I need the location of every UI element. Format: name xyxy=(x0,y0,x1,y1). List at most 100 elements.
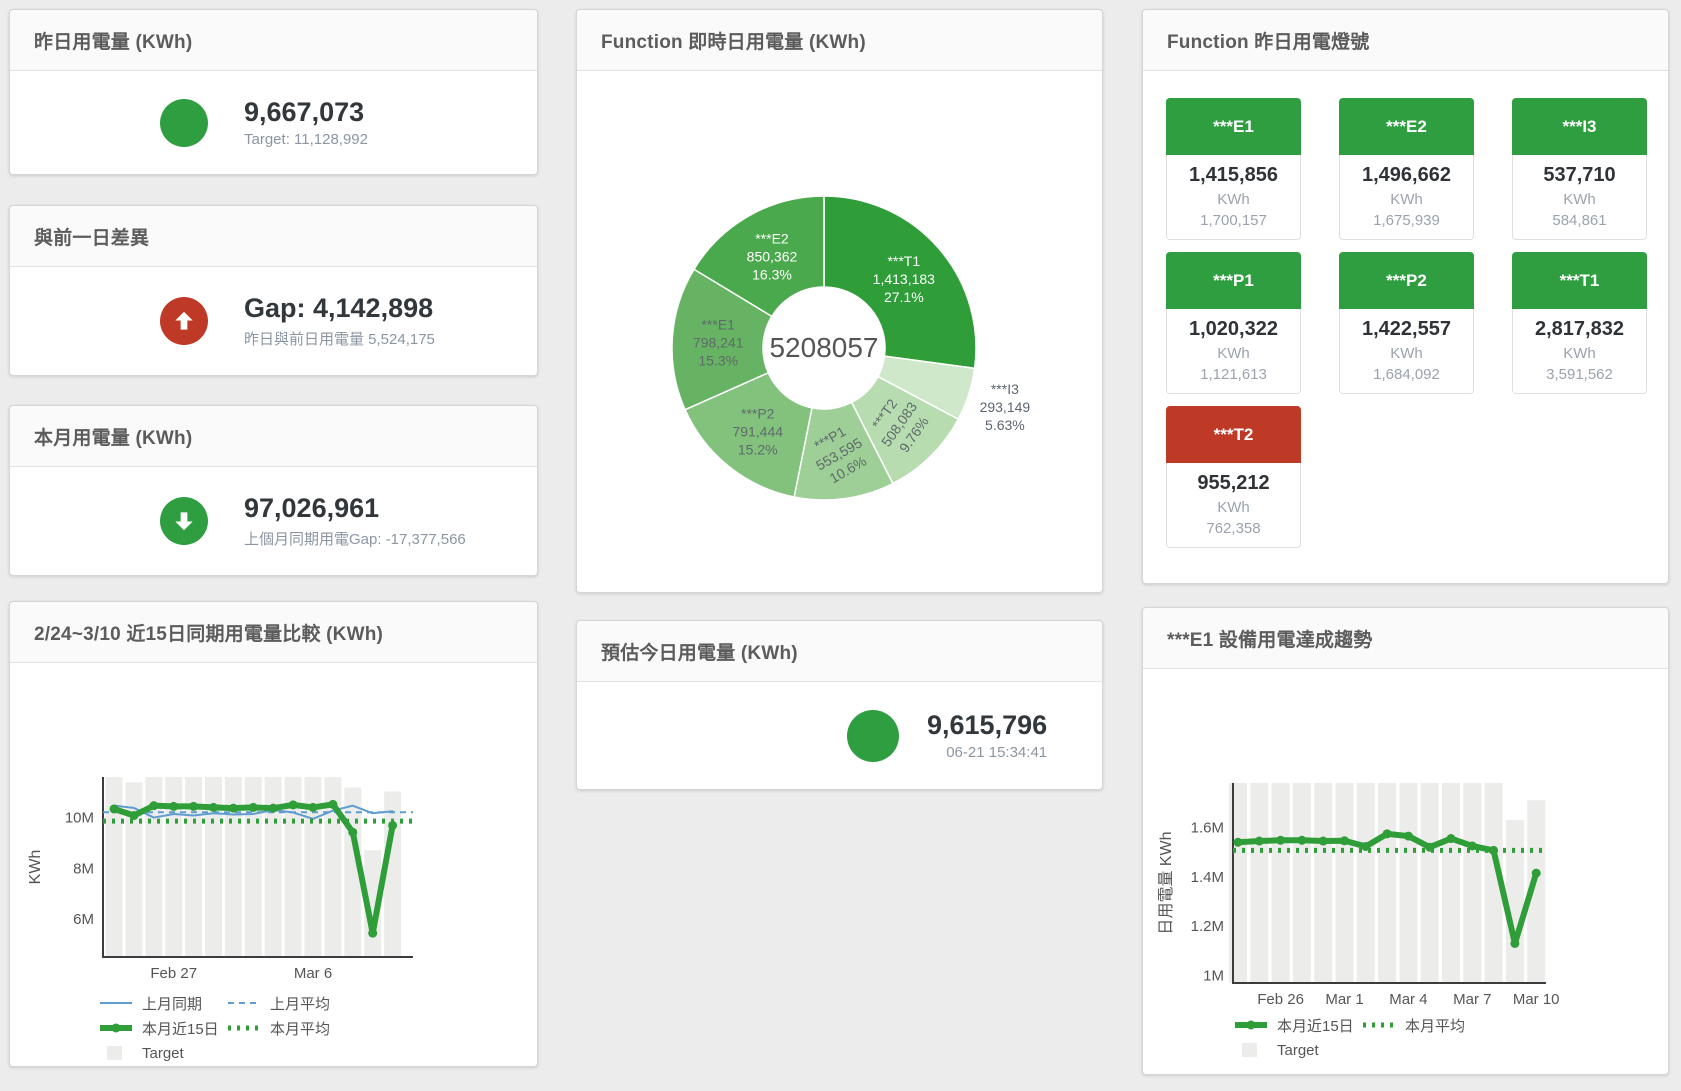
target-bar xyxy=(284,777,302,957)
legend-marker xyxy=(107,1046,122,1060)
data-point xyxy=(268,803,278,813)
light-tile-P2[interactable]: ***P2 1,422,557 KWh 1,684,092 xyxy=(1339,252,1474,394)
data-point xyxy=(1340,836,1349,846)
panel-header: 預估今日用電量 (KWh) xyxy=(577,621,1102,682)
x-tick-label: Feb 27 xyxy=(150,965,197,982)
target-bar xyxy=(1292,783,1311,983)
legend-label: 本月平均 xyxy=(1405,1017,1466,1035)
donut-slice-label: ***T2508,0839.76% xyxy=(863,388,935,459)
legend-item[interactable]: Target xyxy=(98,1042,226,1064)
legend-item[interactable]: 本月平均 xyxy=(226,1017,330,1039)
tile-target-value: 1,121,613 xyxy=(1200,366,1267,383)
status-circle-green xyxy=(160,98,208,147)
light-tile-P1[interactable]: ***P1 1,020,322 KWh 1,121,613 xyxy=(1166,252,1301,394)
light-tile-E1[interactable]: ***E1 1,415,856 KWh 1,700,157 xyxy=(1166,98,1301,240)
data-point xyxy=(368,928,378,938)
data-point xyxy=(308,802,318,812)
tile-label: ***T2 xyxy=(1166,406,1301,463)
x-tick-label: Feb 26 xyxy=(1257,991,1304,1008)
data-point xyxy=(228,803,238,813)
kpi-yesterday: 9,667,073 Target: 11,128,992 xyxy=(10,71,537,174)
tile-target-value: 1,675,939 xyxy=(1373,212,1440,229)
legend-label: 本月平均 xyxy=(270,1020,331,1038)
kpi-subtitle: Target: 11,128,992 xyxy=(244,131,368,149)
data-point xyxy=(109,804,119,814)
donut-slice-E2 xyxy=(692,195,825,318)
data-point xyxy=(1318,836,1328,846)
realtime-donut-chart: ***T1 1,413,183 27.1% ***I3 293,149 5.63% ***T… xyxy=(671,195,1030,501)
target-bar xyxy=(264,777,282,957)
panel-title: 本月用電量 (KWh) xyxy=(34,427,193,449)
data-point xyxy=(1297,835,1307,845)
kpi-value: Gap: 4,142,898 xyxy=(244,293,434,324)
panel-header: 昨日用電量 (KWh) xyxy=(10,10,537,71)
data-point xyxy=(1425,842,1435,852)
data-point xyxy=(1276,835,1286,845)
tile-body: 955,212 KWh 762,358 xyxy=(1166,463,1301,548)
target-bar xyxy=(1420,783,1439,983)
legend-row: Target xyxy=(1233,1039,1465,1061)
legend-label: 本月近15日 xyxy=(142,1020,219,1038)
panel-title: 2/24~3/10 近15日同期用電量比較 (KWh) xyxy=(34,623,384,645)
y-tick-label: 1.6M xyxy=(1191,819,1224,836)
tile-label: ***I3 xyxy=(1512,98,1647,155)
panel-header: 2/24~3/10 近15日同期用電量比較 (KWh) xyxy=(10,602,537,663)
tile-unit: KWh xyxy=(1217,345,1250,362)
data-point xyxy=(1361,841,1371,851)
tile-label: ***E2 xyxy=(1339,98,1474,155)
light-tile-E2[interactable]: ***E2 1,496,662 KWh 1,675,939 xyxy=(1339,98,1474,240)
data-point xyxy=(1489,845,1499,855)
tile-value: 537,710 xyxy=(1543,164,1616,186)
target-bar xyxy=(1442,783,1460,983)
data-point xyxy=(209,802,218,812)
x-tick-label: Mar 10 xyxy=(1513,991,1560,1008)
target-bar xyxy=(304,777,322,957)
light-tile-T2[interactable]: ***T2 955,212 KWh 762,358 xyxy=(1166,406,1301,548)
data-point xyxy=(1467,841,1477,851)
tile-target-value: 1,684,092 xyxy=(1373,366,1440,383)
data-point xyxy=(129,811,139,821)
legend-row: 本月近15日 本月平均 xyxy=(1233,1014,1465,1036)
lights-grid: ***E1 1,415,856 KWh 1,700,157 ***E2 1,496,662… xyxy=(1143,71,1668,548)
light-tile-T1[interactable]: ***T1 2,817,832 KWh 3,591,562 xyxy=(1512,252,1647,394)
target-bar xyxy=(1484,783,1503,983)
tile-body: 1,415,856 KWh 1,700,157 xyxy=(1166,155,1301,240)
tile-target-value: 584,861 xyxy=(1552,212,1607,229)
light-tile-I3[interactable]: ***I3 537,710 KWh 584,861 xyxy=(1512,98,1647,240)
data-point xyxy=(248,802,258,812)
legend-item[interactable]: 上月平均 xyxy=(226,992,330,1014)
legend-item[interactable]: 上月同期 xyxy=(98,992,226,1014)
tile-body: 1,020,322 KWh 1,121,613 xyxy=(1166,309,1301,394)
donut-slice-E1 xyxy=(671,268,773,411)
compare-legend: 上月同期 上月平均本月近15日 本月平均 Target xyxy=(98,992,330,1064)
data-point xyxy=(169,801,179,811)
legend-item[interactable]: 本月近15日 xyxy=(1233,1014,1361,1036)
y-tick-label: 6M xyxy=(73,911,94,928)
tile-body: 2,817,832 KWh 3,591,562 xyxy=(1512,309,1647,394)
tile-target-value: 3,591,562 xyxy=(1546,366,1613,383)
legend-label: Target xyxy=(142,1044,184,1062)
panel-day-gap: 與前一日差異 Gap: 4,142,898 昨日與前日用電量 5,524,175 xyxy=(9,205,538,376)
y-tick-label: 1.2M xyxy=(1191,918,1224,935)
kpi-value: 9,667,073 xyxy=(244,96,365,127)
y-tick-label: 8M xyxy=(73,860,94,877)
data-point xyxy=(149,801,159,811)
panel-estimate-today: 預估今日用電量 (KWh) 9,615,796 06-21 15:34:41 xyxy=(576,620,1103,790)
legend-label: Target xyxy=(1277,1041,1319,1059)
tile-label: ***T1 xyxy=(1512,252,1647,309)
panel-title: 與前一日差異 xyxy=(34,227,150,249)
donut-center-total: 5208057 xyxy=(769,332,878,363)
legend-item[interactable]: 本月近15日 xyxy=(98,1017,226,1039)
legend-marker xyxy=(100,1023,132,1033)
kpi-subtitle: 上個月同期用電Gap: -17,377,566 xyxy=(244,530,466,548)
legend-item[interactable]: 本月平均 xyxy=(1361,1014,1465,1036)
legend-item[interactable]: Target xyxy=(1233,1039,1361,1061)
kpi-value: 9,615,796 xyxy=(927,709,1048,740)
legend-label: 上月平均 xyxy=(270,995,331,1013)
tile-unit: KWh xyxy=(1217,499,1250,516)
tile-label: ***P1 xyxy=(1166,252,1301,309)
kpi-gap: Gap: 4,142,898 昨日與前日用電量 5,524,175 xyxy=(10,267,537,375)
series-thin xyxy=(113,804,394,820)
axes xyxy=(102,777,413,958)
legend-row: 上月同期 上月平均 xyxy=(98,992,330,1014)
